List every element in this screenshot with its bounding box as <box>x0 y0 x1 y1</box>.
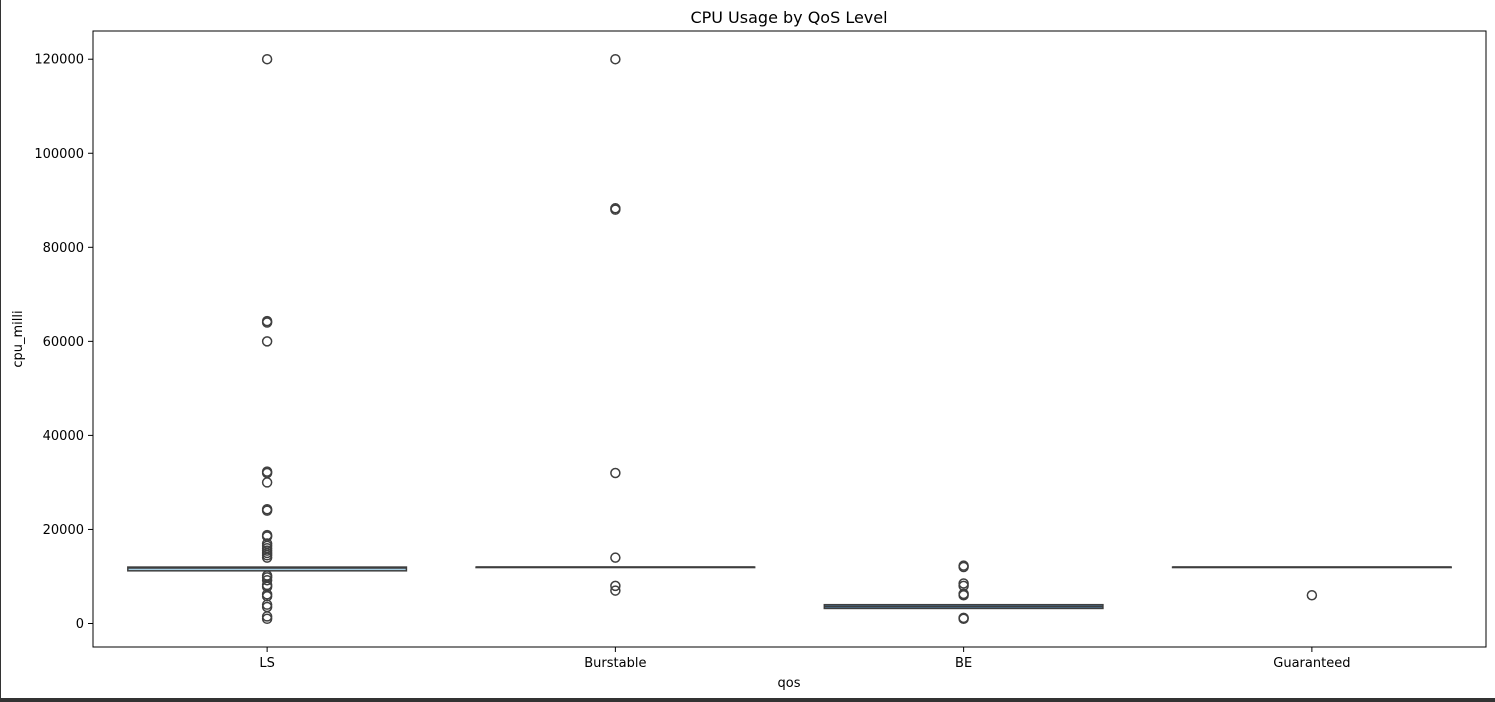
y-tick-label: 20000 <box>43 523 84 538</box>
y-tick-label: 60000 <box>43 335 84 350</box>
y-tick-label: 120000 <box>34 53 84 68</box>
outlier-point <box>958 560 969 571</box>
outlier-point <box>958 588 969 600</box>
x-tick-label: LS <box>259 656 275 671</box>
plot-area: 0 20000 40000 60000 80000 100000 120000 LS Burst… <box>34 30 1487 671</box>
outlier-point <box>261 477 273 488</box>
outlier-point <box>958 612 969 624</box>
outlier-point <box>261 315 273 327</box>
outlier-point <box>261 53 273 65</box>
outlier-point <box>610 53 621 65</box>
x-axis-label: qos <box>778 676 801 691</box>
x-tick-label: Burstable <box>584 656 646 671</box>
y-tick-label: 0 <box>76 617 84 632</box>
outlier-point <box>261 503 273 515</box>
outlier-point <box>610 552 621 563</box>
outlier-point <box>261 466 273 477</box>
outlier-point <box>261 574 273 586</box>
axes-frame <box>92 30 1487 648</box>
outlier-point <box>261 336 273 347</box>
y-tick-label: 40000 <box>43 429 84 444</box>
outlier-point <box>610 203 621 214</box>
y-tick-label: 80000 <box>43 241 84 256</box>
outlier-point <box>1306 590 1318 601</box>
outlier-point <box>958 578 969 589</box>
y-tick-label: 100000 <box>34 147 84 162</box>
outlier-point <box>610 585 621 596</box>
outlier-point <box>610 467 621 479</box>
chart-title: CPU Usage by QoS Level <box>690 8 887 27</box>
outlier-point <box>261 529 273 541</box>
x-tick-label: BE <box>955 656 972 671</box>
outlier-point <box>610 580 621 592</box>
outlier-point <box>261 570 273 581</box>
x-tick-label: Guaranteed <box>1273 656 1350 671</box>
y-axis-label: cpu_milli <box>11 310 26 367</box>
